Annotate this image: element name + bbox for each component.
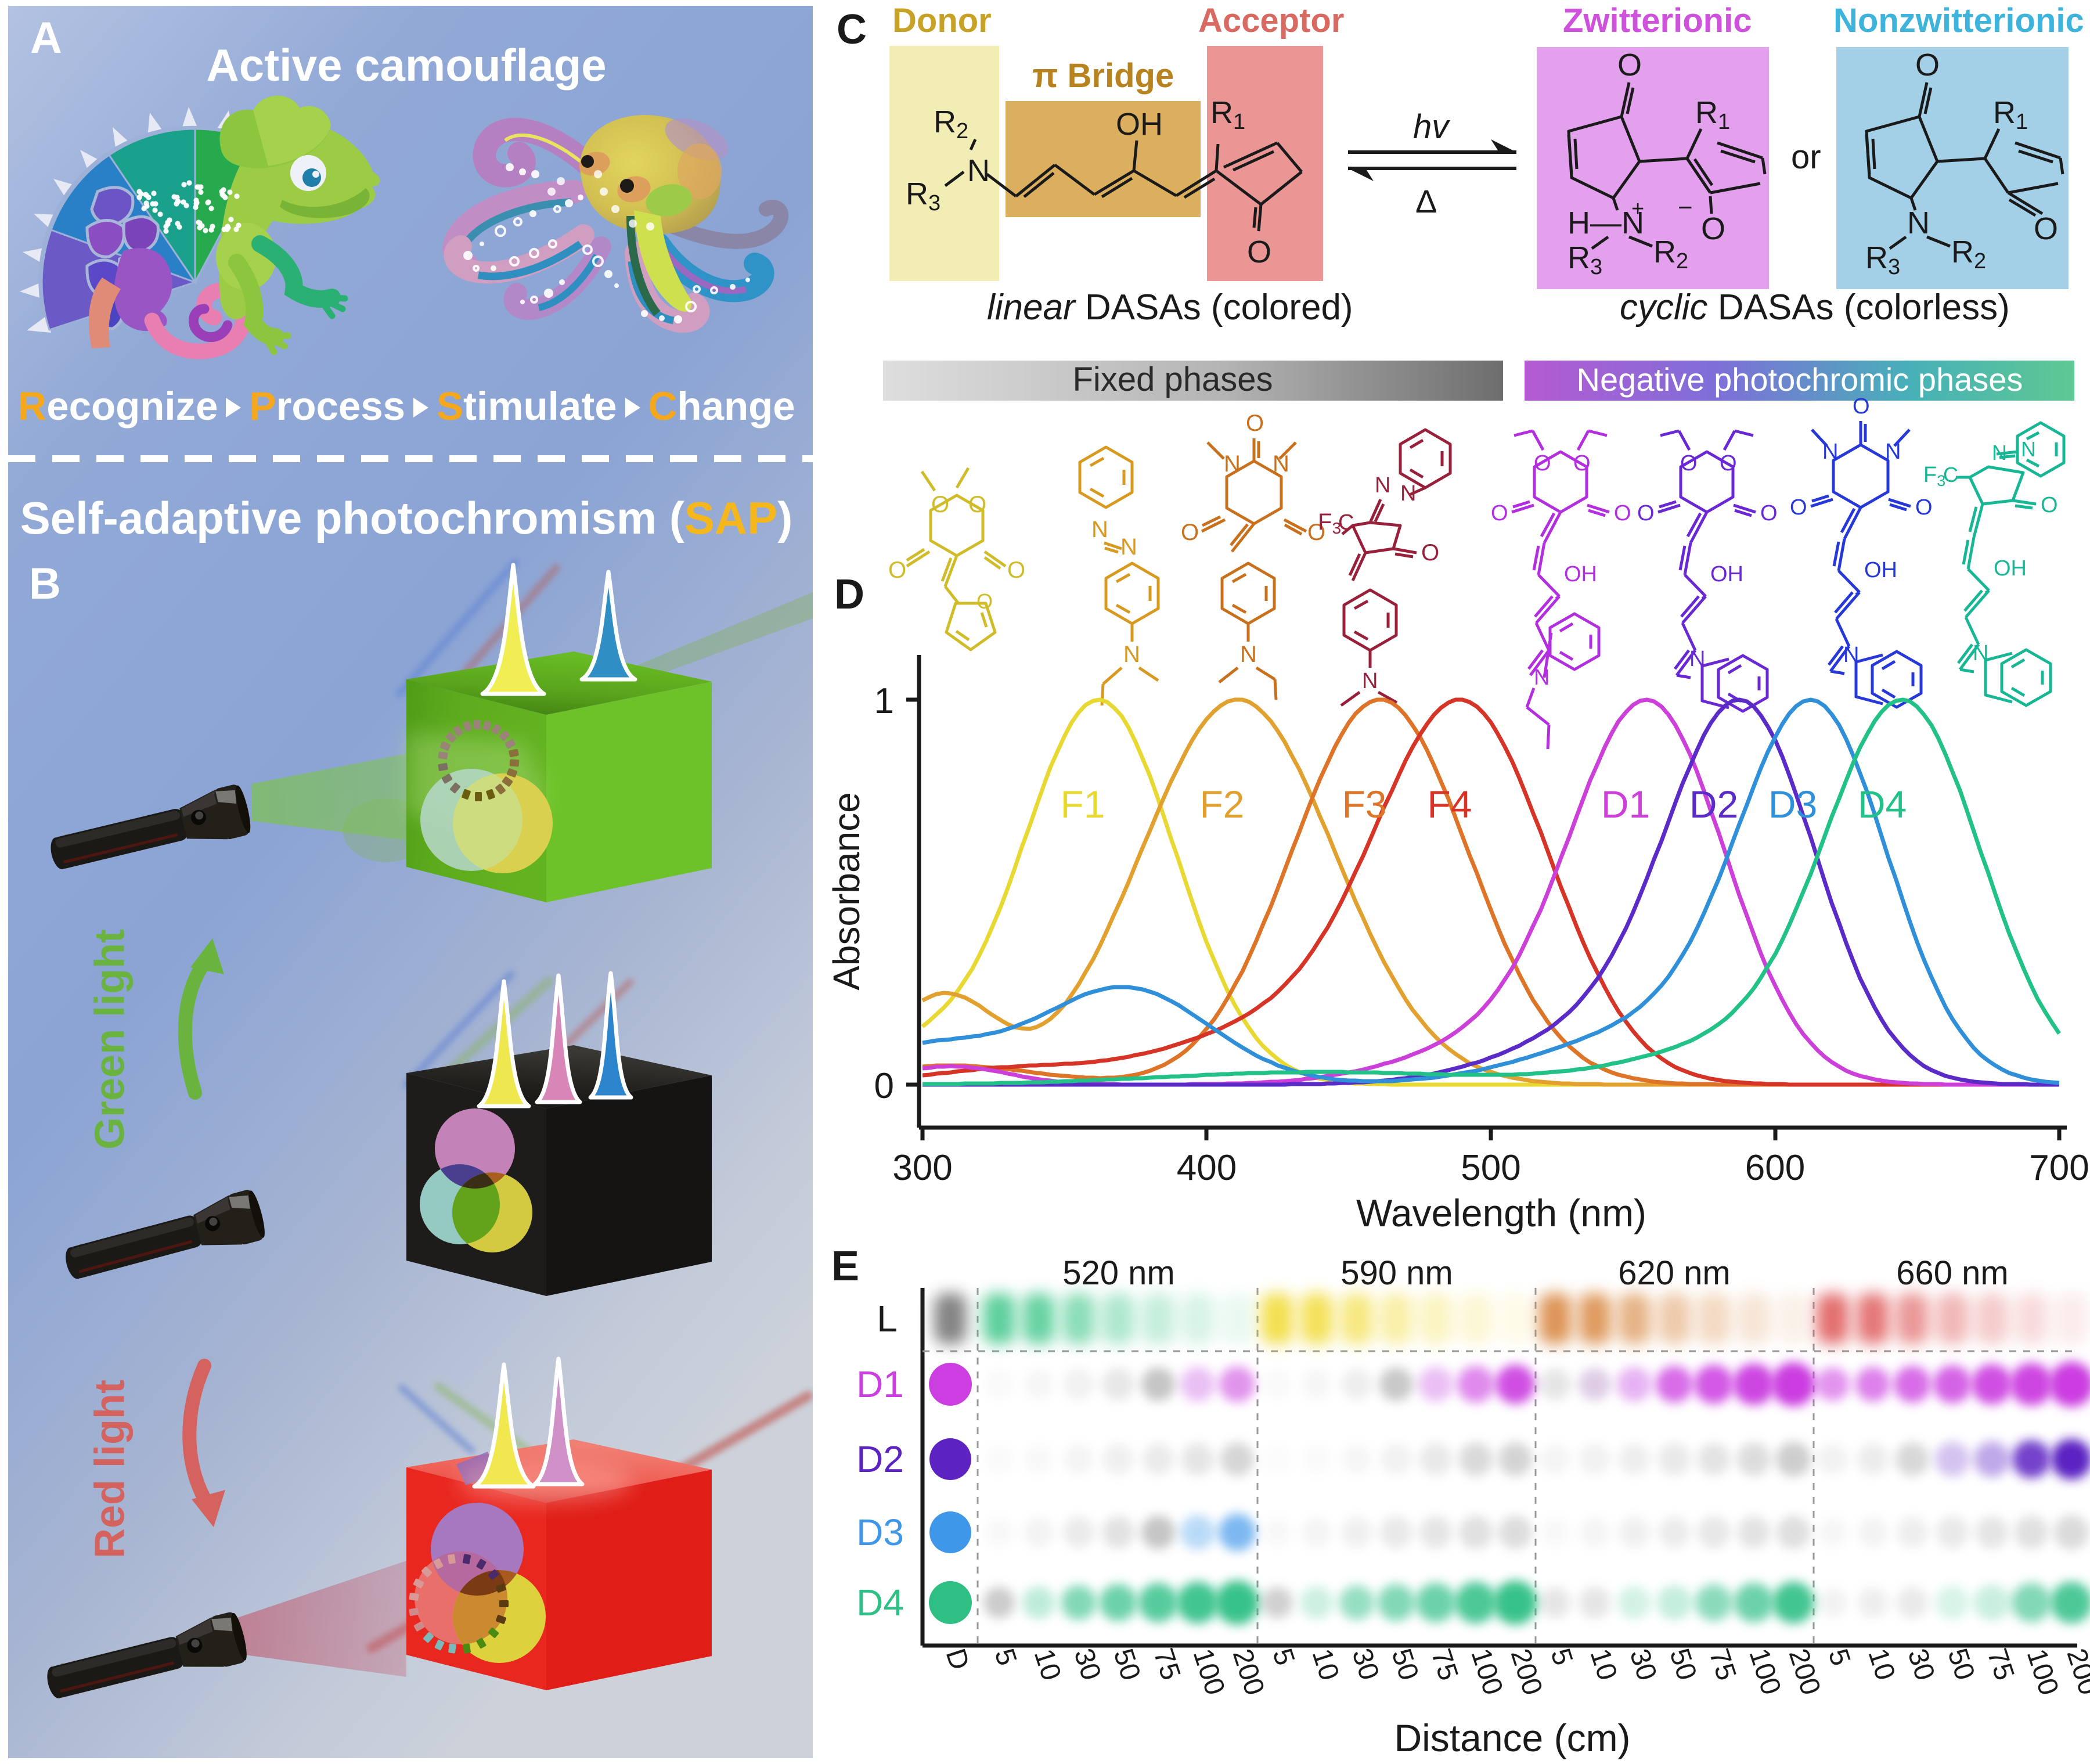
svg-text:Fixed phases: Fixed phases: [1073, 361, 1273, 398]
svg-text:300: 300: [892, 1148, 952, 1188]
svg-text:O: O: [1915, 495, 1933, 520]
svg-text:−: −: [1678, 193, 1693, 222]
svg-text:O: O: [2041, 493, 2058, 517]
svg-text:O: O: [1007, 557, 1025, 583]
svg-text:O: O: [1181, 520, 1199, 545]
svg-text:OH: OH: [1116, 107, 1163, 142]
svg-text:O: O: [1421, 540, 1439, 566]
svg-text:N: N: [1689, 647, 1705, 671]
svg-text:O: O: [1246, 411, 1264, 436]
svg-text:D4: D4: [1858, 783, 1907, 826]
svg-text:OH: OH: [1710, 562, 1743, 586]
svg-text:O: O: [1491, 501, 1508, 525]
svg-text:N: N: [1123, 642, 1140, 667]
svg-text:O: O: [968, 492, 986, 517]
svg-text:O: O: [1573, 451, 1591, 476]
svg-text:hv: hv: [1413, 108, 1450, 146]
svg-text:cyclic DASAs (colorless): cyclic DASAs (colorless): [1620, 287, 2010, 327]
svg-text:D2: D2: [1689, 783, 1738, 826]
svg-text:F3: F3: [1342, 783, 1386, 826]
svg-text:N: N: [1907, 206, 1930, 240]
svg-text:F3: F3: [1318, 509, 1341, 537]
svg-text:N: N: [2021, 437, 2036, 461]
svg-text:Zwitterionic: Zwitterionic: [1563, 2, 1752, 39]
svg-text:F1: F1: [1060, 783, 1105, 826]
svg-text:Negative photochromic phases: Negative photochromic phases: [1577, 361, 2023, 398]
svg-text:Distance (cm): Distance (cm): [1394, 1716, 1630, 1759]
svg-text:Δ: Δ: [1415, 183, 1437, 219]
svg-text:F4: F4: [1427, 783, 1472, 826]
svg-text:F2: F2: [1199, 783, 1244, 826]
svg-text:590 nm: 590 nm: [1341, 1254, 1453, 1292]
svg-text:660 nm: 660 nm: [1896, 1254, 2008, 1292]
svg-text:O: O: [1853, 394, 1870, 419]
svg-text:Acceptor: Acceptor: [1198, 2, 1344, 39]
svg-text:O: O: [1680, 451, 1698, 476]
svg-text:D1: D1: [1601, 783, 1650, 826]
svg-text:H—N: H—N: [1568, 206, 1644, 240]
svg-text:O: O: [1915, 48, 1940, 82]
svg-text:500: 500: [1461, 1148, 1520, 1188]
svg-text:N: N: [1375, 473, 1390, 498]
svg-text:Donor: Donor: [892, 2, 992, 39]
svg-text:N: N: [1224, 451, 1241, 477]
svg-text:0: 0: [874, 1066, 894, 1106]
svg-text:O: O: [1614, 501, 1631, 525]
svg-text:400: 400: [1177, 1148, 1237, 1188]
svg-text:C: C: [1943, 463, 1958, 487]
svg-text:O: O: [2034, 211, 2058, 246]
svg-text:O: O: [1701, 211, 1725, 246]
svg-text:O: O: [931, 492, 949, 517]
svg-text:C: C: [837, 6, 867, 53]
svg-text:N: N: [1362, 669, 1378, 693]
svg-text:O: O: [1720, 451, 1737, 476]
svg-text:N: N: [1273, 451, 1289, 477]
svg-text:D: D: [834, 571, 864, 618]
svg-text:520 nm: 520 nm: [1062, 1254, 1174, 1292]
svg-text:linear DASAs (colored): linear DASAs (colored): [987, 287, 1353, 327]
svg-text:600: 600: [1745, 1148, 1805, 1188]
svg-text:O: O: [1760, 501, 1778, 525]
svg-text:N: N: [1120, 534, 1137, 560]
svg-text:L: L: [877, 1298, 898, 1340]
svg-text:Wavelength (nm): Wavelength (nm): [1356, 1191, 1646, 1234]
svg-text:D3: D3: [1768, 783, 1817, 826]
svg-text:1: 1: [874, 681, 894, 721]
svg-text:N: N: [1091, 517, 1108, 542]
svg-text:O: O: [1637, 501, 1655, 525]
svg-text:N: N: [967, 153, 990, 188]
svg-text:O: O: [1307, 520, 1325, 545]
svg-text:N: N: [1534, 665, 1550, 690]
svg-text:OH: OH: [1864, 558, 1897, 582]
svg-text:R1: R1: [1210, 95, 1245, 134]
svg-text:D1: D1: [856, 1363, 904, 1405]
svg-text:OH: OH: [1564, 562, 1597, 586]
svg-text:OH: OH: [1994, 556, 2027, 581]
svg-text:700: 700: [2029, 1148, 2089, 1188]
svg-text:Absorbance: Absorbance: [826, 792, 867, 991]
svg-text:O: O: [1617, 48, 1642, 82]
svg-text:π Bridge: π Bridge: [1032, 57, 1174, 95]
svg-text:O: O: [1534, 451, 1551, 476]
svg-text:E: E: [831, 1243, 859, 1290]
svg-text:N: N: [1240, 642, 1257, 667]
svg-text:O: O: [1790, 495, 1807, 520]
svg-text:O: O: [1247, 235, 1271, 269]
svg-text:D2: D2: [856, 1438, 904, 1480]
svg-text:or: or: [1791, 138, 1821, 176]
svg-text:Nonzwitterionic: Nonzwitterionic: [1833, 2, 2084, 39]
svg-text:D3: D3: [856, 1511, 904, 1553]
svg-text:O: O: [888, 557, 906, 583]
svg-text:+: +: [1631, 197, 1644, 221]
svg-text:620 nm: 620 nm: [1618, 1254, 1730, 1292]
svg-text:N: N: [1973, 641, 1988, 665]
svg-text:O: O: [976, 589, 993, 613]
svg-text:N: N: [1843, 643, 1859, 667]
svg-text:D4: D4: [856, 1582, 904, 1623]
